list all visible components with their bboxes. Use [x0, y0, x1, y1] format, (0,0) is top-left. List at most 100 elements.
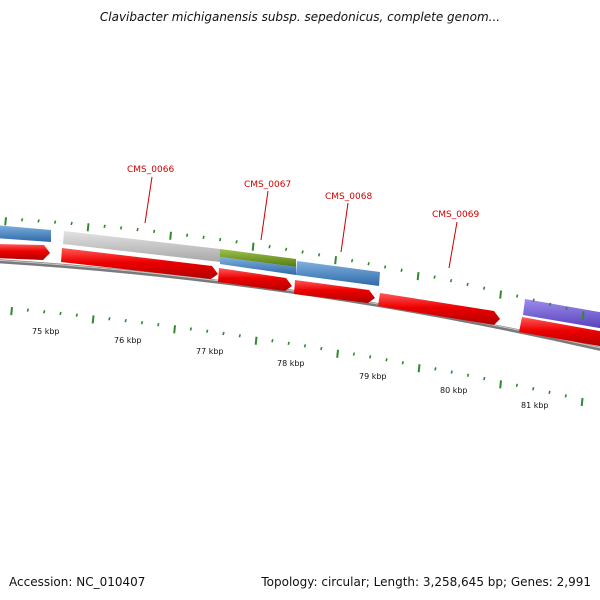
- cds-arrow[interactable]: [61, 248, 218, 279]
- minor-tick: [75, 313, 78, 317]
- minor-tick: [108, 317, 111, 321]
- minor-tick: [37, 219, 40, 223]
- feature-blue[interactable]: [296, 261, 380, 286]
- minor-tick: [352, 352, 356, 356]
- minor-tick: [450, 370, 453, 374]
- minor-tick: [136, 227, 139, 232]
- major-tick: [10, 306, 13, 316]
- minor-tick: [433, 275, 436, 279]
- minor-tick: [284, 247, 288, 252]
- position-label: 81 kbp: [521, 401, 549, 410]
- minor-tick: [320, 346, 323, 351]
- minor-tick: [367, 262, 370, 266]
- major-tick: [169, 231, 172, 240]
- gene-label[interactable]: CMS_0069: [432, 210, 479, 220]
- minor-tick: [385, 358, 388, 362]
- minor-tick: [515, 294, 519, 298]
- minor-tick: [206, 329, 209, 333]
- major-tick: [254, 336, 258, 345]
- gene-callout-lines: [144, 176, 458, 269]
- minor-tick: [271, 339, 274, 343]
- minor-tick: [268, 245, 271, 249]
- minor-tick: [124, 318, 127, 323]
- feature-blue[interactable]: [0, 225, 51, 242]
- minor-tick: [303, 344, 307, 348]
- minor-tick: [400, 268, 403, 272]
- accession-label: Accession: NC_010407: [9, 575, 146, 589]
- minor-tick: [483, 376, 486, 381]
- major-tick: [580, 397, 584, 407]
- major-tick: [86, 223, 90, 232]
- minor-tick: [119, 226, 123, 230]
- cds-arrow[interactable]: [519, 317, 600, 347]
- minor-tick: [103, 224, 106, 229]
- minor-tick: [235, 240, 238, 244]
- minor-tick: [152, 229, 156, 234]
- major-tick: [499, 290, 502, 299]
- inner-tick-ruler: [10, 306, 584, 407]
- minor-tick: [26, 308, 30, 312]
- cds-arrow[interactable]: [218, 268, 292, 291]
- minor-tick: [59, 311, 62, 316]
- major-tick: [417, 364, 421, 373]
- minor-tick: [53, 220, 57, 224]
- map-title: Clavibacter michiganensis subsp. sepedon…: [99, 10, 501, 24]
- minor-tick: [218, 237, 222, 242]
- gene-label[interactable]: CMS_0068: [325, 192, 372, 202]
- minor-tick: [466, 282, 469, 287]
- position-label: 76 kbp: [114, 336, 142, 345]
- minor-tick: [434, 367, 437, 371]
- major-tick: [499, 380, 502, 389]
- gene-label[interactable]: CMS_0067: [244, 180, 291, 190]
- cds-arrow[interactable]: [294, 280, 375, 303]
- minor-tick: [185, 233, 189, 237]
- position-label: 78 kbp: [277, 359, 305, 368]
- feature-track: [0, 225, 600, 329]
- minor-tick: [401, 361, 404, 365]
- minor-tick: [482, 286, 486, 290]
- gene-label[interactable]: CMS_0066: [127, 165, 174, 175]
- position-label: 77 kbp: [196, 347, 224, 356]
- minor-tick: [157, 323, 160, 327]
- minor-tick: [369, 355, 372, 359]
- major-tick: [173, 325, 176, 334]
- minor-tick: [287, 341, 290, 345]
- feature-grey[interactable]: [63, 231, 220, 262]
- minor-tick: [548, 390, 551, 394]
- minor-tick: [449, 278, 453, 283]
- minor-tick: [532, 387, 535, 391]
- position-label: 79 kbp: [359, 372, 387, 381]
- major-tick: [336, 349, 339, 358]
- minor-tick: [383, 265, 387, 269]
- minor-tick: [70, 221, 73, 226]
- feature-olive[interactable]: [220, 249, 296, 267]
- minor-tick: [466, 373, 470, 377]
- major-tick: [4, 217, 7, 226]
- minor-tick: [548, 302, 552, 307]
- genome-summary: Topology: circular; Length: 3,258,645 bp…: [261, 575, 591, 589]
- major-tick: [416, 272, 420, 281]
- feature-purple[interactable]: [523, 299, 600, 329]
- cds-arrow[interactable]: [0, 244, 50, 260]
- position-label: 75 kbp: [32, 327, 60, 336]
- minor-tick: [532, 298, 535, 302]
- minor-tick: [202, 235, 205, 240]
- minor-tick: [301, 250, 304, 254]
- minor-tick: [565, 306, 568, 311]
- minor-tick: [317, 253, 321, 257]
- major-tick: [581, 311, 585, 320]
- major-tick: [91, 315, 95, 324]
- minor-tick: [140, 320, 144, 325]
- minor-tick: [189, 327, 193, 331]
- minor-tick: [238, 334, 241, 338]
- position-label: 80 kbp: [440, 386, 468, 395]
- cds-track: [0, 244, 600, 347]
- minor-tick: [20, 218, 24, 222]
- minor-tick: [222, 331, 225, 336]
- minor-tick: [43, 310, 46, 314]
- outer-tick-ruler: [4, 217, 585, 320]
- feature-blue[interactable]: [220, 257, 296, 275]
- cds-arrow[interactable]: [378, 293, 500, 325]
- minor-tick: [350, 258, 354, 263]
